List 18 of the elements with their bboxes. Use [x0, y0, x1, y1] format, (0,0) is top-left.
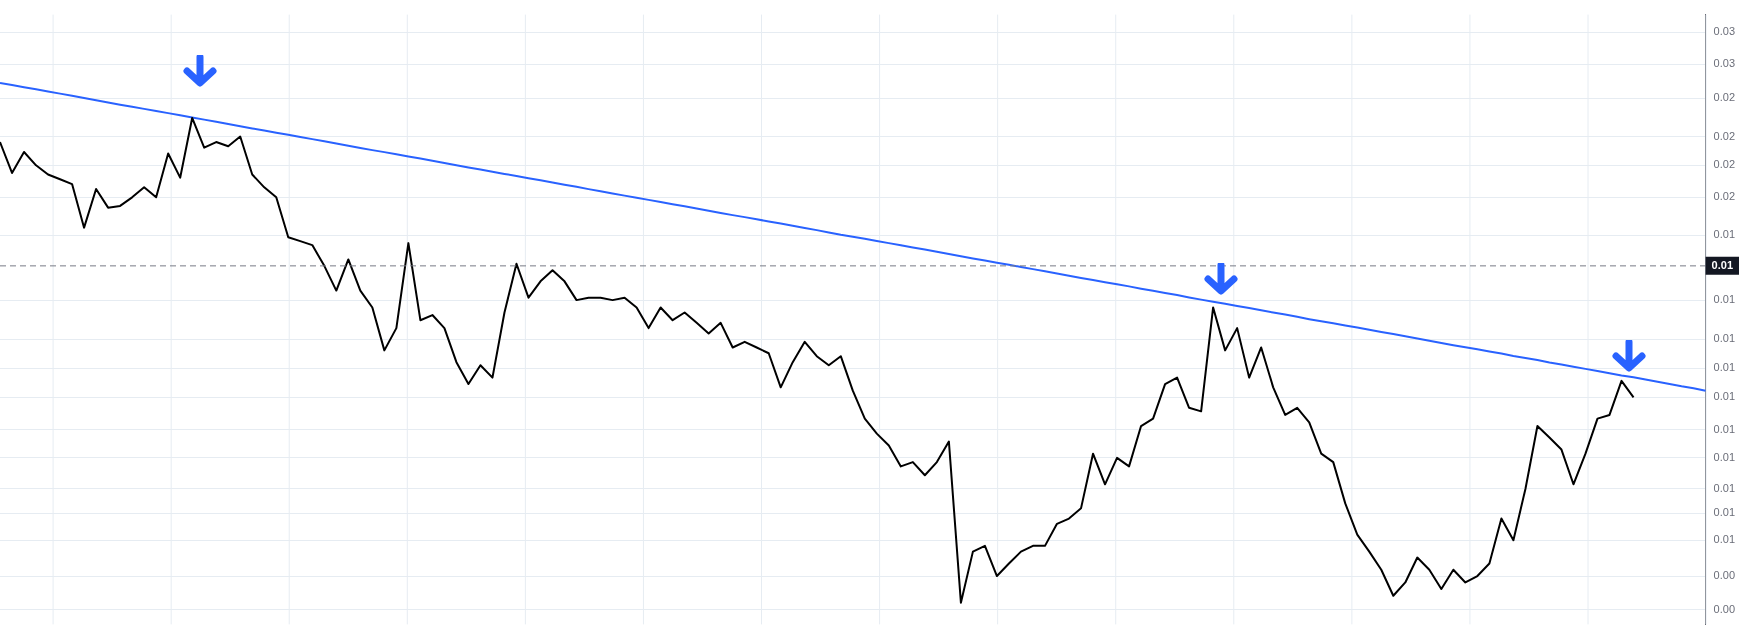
y-tick-label: 0.02 — [1713, 91, 1736, 104]
y-tick-label: 0.01 — [1713, 506, 1736, 519]
y-tick-label: 0.01 — [1713, 228, 1736, 241]
y-tick-label: 0.01 — [1713, 390, 1736, 403]
y-tick-label: 0.01 — [1713, 361, 1736, 374]
y-tick-label: 0.02 — [1713, 129, 1736, 142]
y-tick-label: 0.01 — [1713, 450, 1736, 463]
y-tick-label: 0.02 — [1713, 158, 1736, 171]
y-tick-label: 0.02 — [1713, 190, 1736, 203]
y-tick-label: 0.03 — [1713, 25, 1736, 38]
y-tick-label: 0.01 — [1713, 533, 1736, 546]
y-tick-label: 0.01 — [1713, 293, 1736, 306]
y-tick-label: 0.00 — [1713, 569, 1736, 582]
y-tick-label: 0.01 — [1713, 332, 1736, 345]
y-tick-label: 0.00 — [1713, 602, 1736, 615]
y-tick-label: 0.01 — [1713, 481, 1736, 494]
y-tick-label: 0.03 — [1713, 57, 1736, 70]
y-tick-label: 0.01 — [1713, 422, 1736, 435]
